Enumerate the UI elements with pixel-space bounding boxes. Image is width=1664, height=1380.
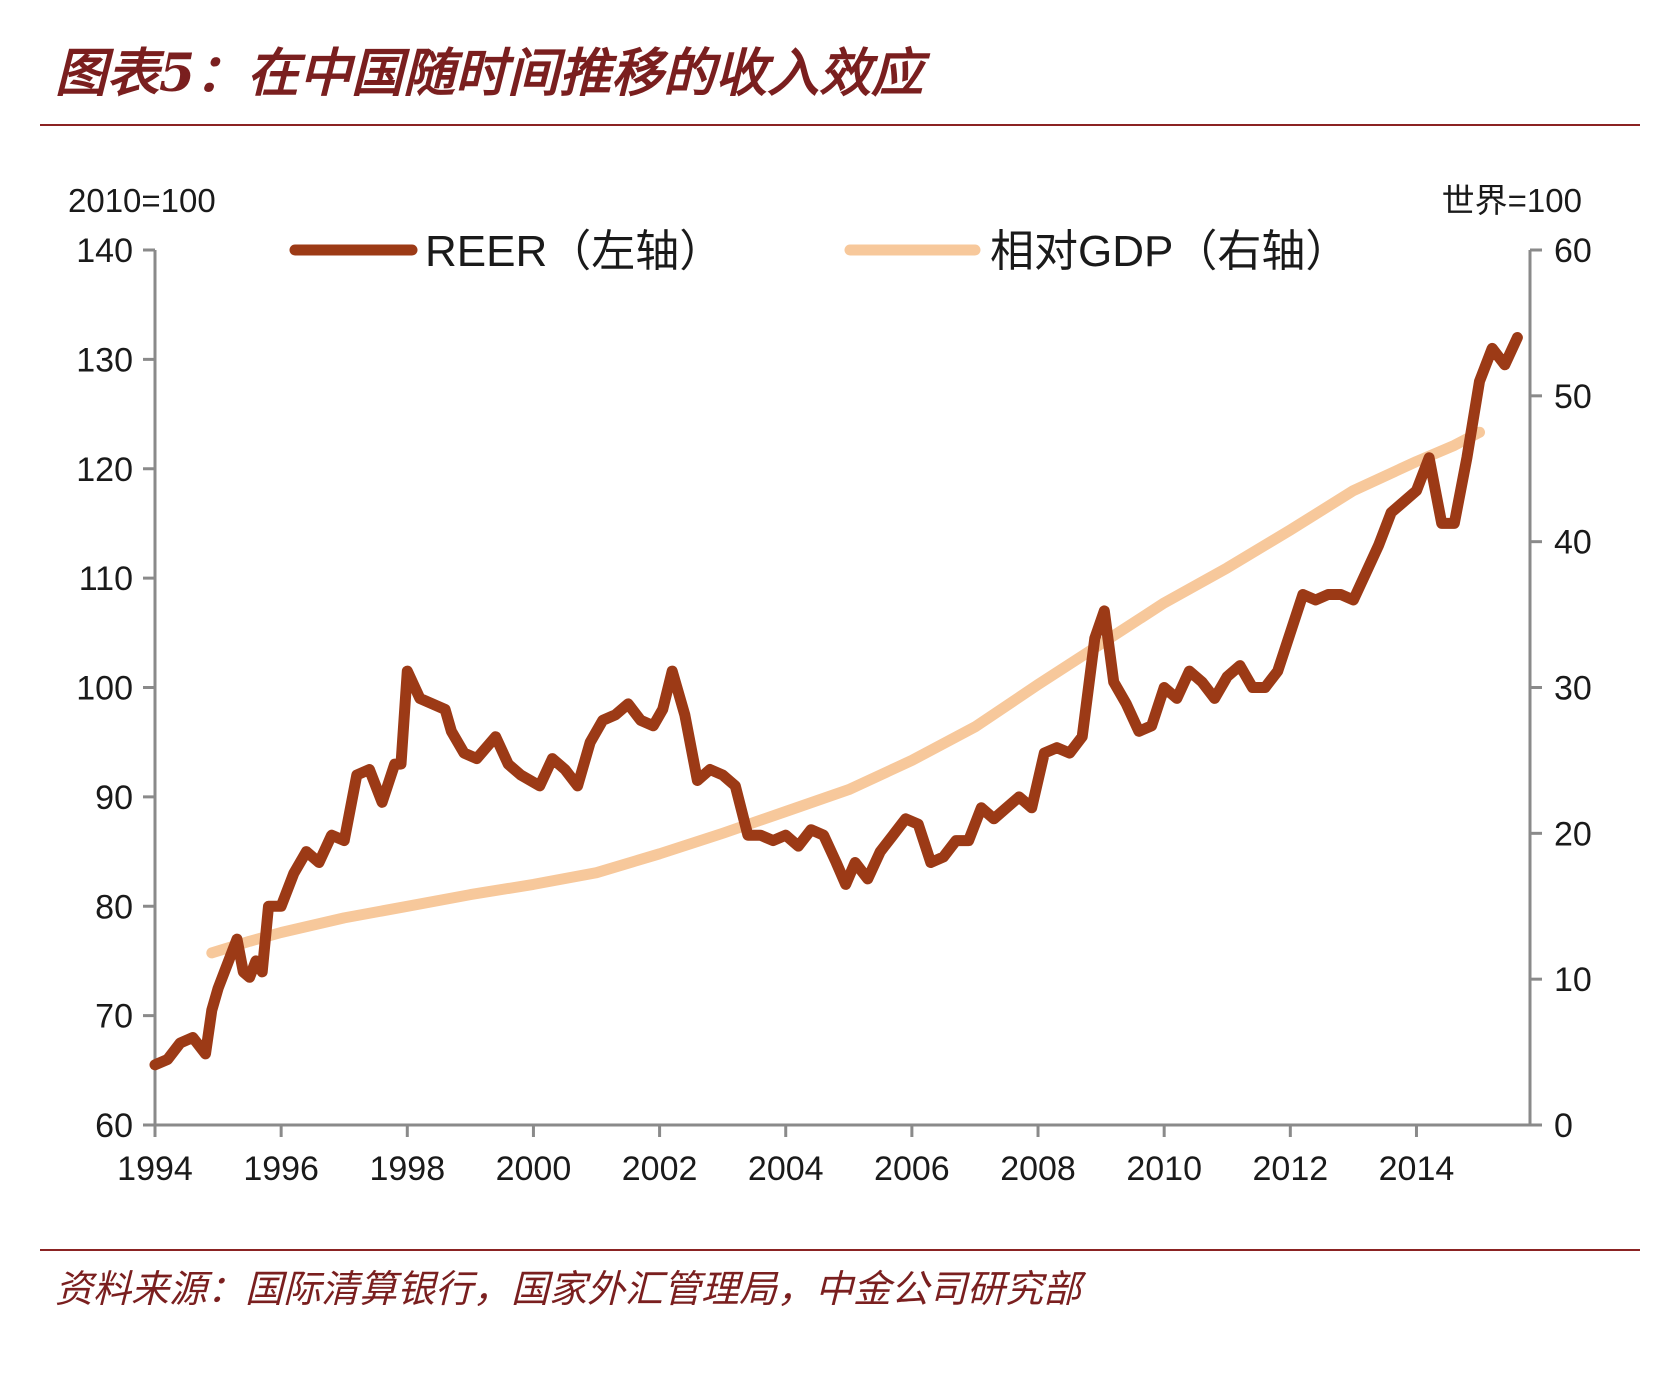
right-axis-tick-label: 60 [1554,232,1592,270]
series-layer [149,332,1523,1071]
title-rule [40,124,1640,126]
x-axis-tick-label: 2002 [622,1150,698,1188]
x-axis-tick-label: 1998 [369,1150,445,1188]
right-axis-tick-label: 20 [1554,815,1592,853]
legend-label-gdp: 相对GDP（右轴） [990,227,1349,276]
x-axis-tick-label: 2006 [874,1150,950,1188]
chart-axes [153,250,1532,1127]
x-axis-tick-label: 2012 [1253,1150,1329,1188]
x-axis-tick-label: 2008 [1000,1150,1076,1188]
reer-series-line [149,332,1523,1071]
x-axis-tick-label: 2014 [1379,1150,1455,1188]
right-axis-tick-label: 30 [1554,670,1592,708]
legend-label-reer: REER（左轴） [425,227,723,276]
left-axis-tick-label: 80 [95,888,133,926]
left-axis-tick-label: 130 [76,341,133,379]
tick-labels: 60 70 80 90 100 110 120 130 140 0 10 20 30 40 50 60 1994… [76,232,1592,1188]
tick-marks [143,248,1542,1137]
left-axis-tick-label: 110 [79,560,133,598]
right-axis-tick-label: 0 [1554,1107,1573,1145]
chart-legend: REER（左轴） 相对GDP（右轴） [289,227,1349,276]
right-axis-tick-label: 10 [1554,961,1592,999]
source-rule [40,1249,1640,1251]
right-axis-tick-label: 50 [1554,378,1592,416]
figure-title: 图表5：在中国随时间推移的收入效应 [55,43,924,104]
left-axis-tick-label: 70 [95,998,133,1036]
source-note: 资料来源：国际清算银行，国家外汇管理局，中金公司研究部 [55,1267,1082,1311]
left-axis-tick-label: 100 [76,670,133,708]
x-axis-tick-label: 1994 [117,1150,193,1188]
x-axis-tick-label: 2004 [748,1150,824,1188]
x-axis-tick-label: 2010 [1126,1150,1202,1188]
x-axis-tick-label: 2000 [496,1150,572,1188]
right-axis-unit-label: 世界=100 [1442,182,1582,219]
relative-gdp-series-line [206,426,1485,959]
left-axis-tick-label: 60 [95,1107,133,1145]
left-axis-tick-label: 140 [76,232,133,270]
right-axis-tick-label: 40 [1554,524,1592,562]
x-axis-tick-label: 1996 [243,1150,319,1188]
left-axis-tick-label: 90 [95,779,133,817]
left-axis-tick-label: 120 [76,451,133,489]
left-axis-unit-label: 2010=100 [68,182,216,219]
